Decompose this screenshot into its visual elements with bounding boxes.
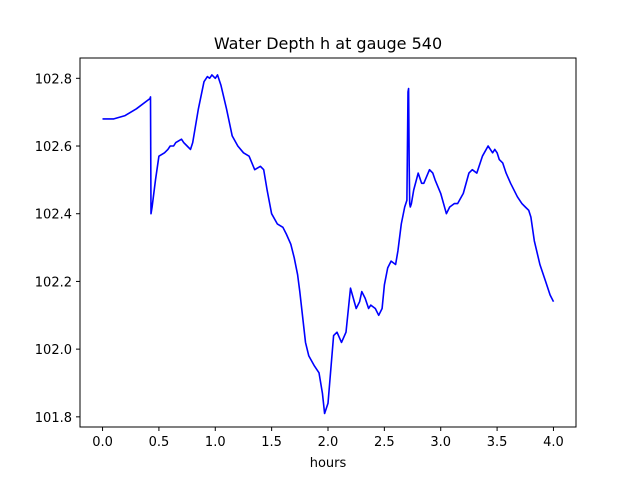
x-tick-label: 3.0 (430, 435, 451, 450)
x-axis-title: hours (310, 456, 347, 471)
x-tick-label: 3.5 (487, 435, 508, 450)
y-tick-label: 102.4 (35, 208, 72, 223)
x-axis: 0.0 0.5 1.0 1.5 2.0 2.5 3.0 3.5 4.0 (92, 427, 564, 450)
chart-title: Water Depth h at gauge 540 (214, 34, 442, 53)
x-tick-label: 1.0 (205, 435, 226, 450)
y-axis: 101.8 102.0 102.2 102.4 102.6 102.8 (35, 72, 80, 426)
series-line (102, 74, 555, 415)
x-tick-label: 2.5 (374, 435, 395, 450)
x-tick-label: 0.5 (149, 435, 170, 450)
y-tick-label: 102.0 (35, 343, 72, 358)
x-tick-label: 4.0 (543, 435, 564, 450)
y-tick-label: 102.2 (35, 275, 72, 290)
x-tick-label: 1.5 (261, 435, 282, 450)
y-tick-label: 101.8 (35, 411, 72, 426)
y-tick-label: 102.6 (35, 140, 72, 155)
series-layer (102, 74, 555, 415)
x-tick-label: 2.0 (318, 435, 339, 450)
x-tick-label: 0.0 (92, 435, 113, 450)
y-tick-label: 102.8 (35, 72, 72, 87)
plot-area (80, 58, 576, 427)
